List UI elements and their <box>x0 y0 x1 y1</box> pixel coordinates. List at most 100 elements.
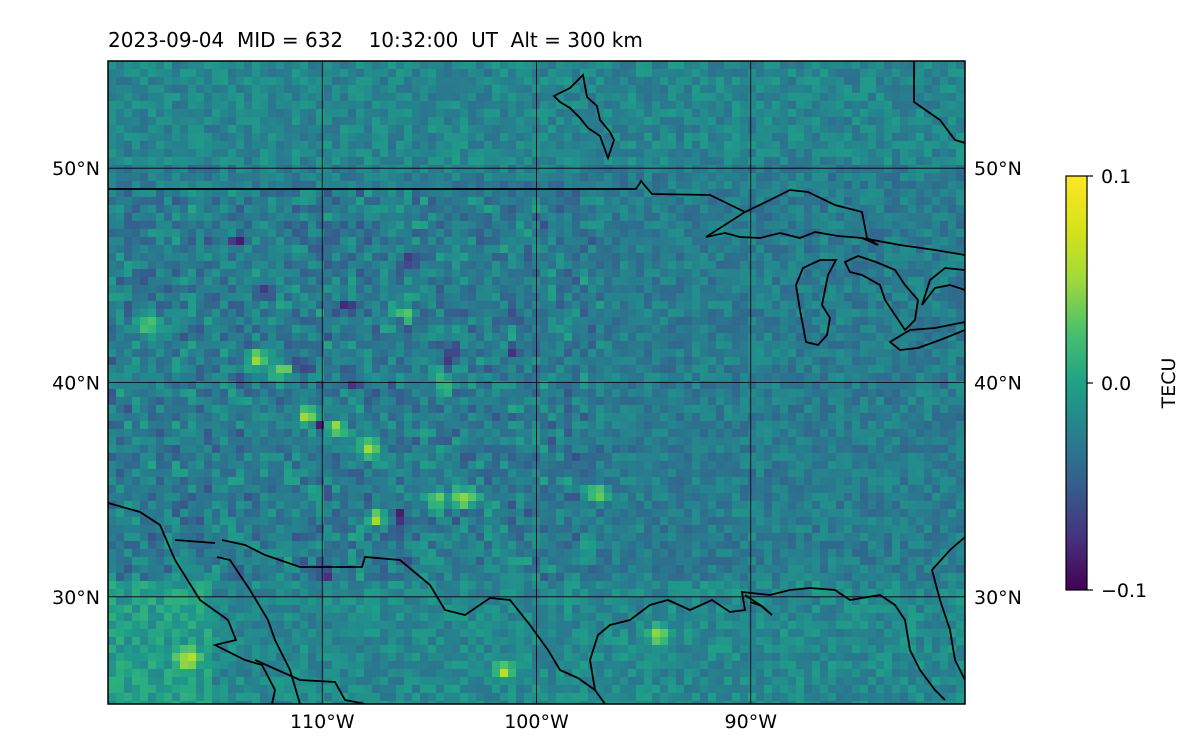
tec-cell <box>220 373 229 382</box>
tec-cell <box>132 429 141 438</box>
tec-cell <box>876 405 885 414</box>
tec-cell <box>444 141 453 150</box>
tec-cell <box>860 189 869 198</box>
tec-cell <box>380 117 389 126</box>
tec-cell <box>780 397 789 406</box>
tec-cell <box>852 237 861 246</box>
tec-cell <box>108 261 117 270</box>
tec-cell <box>652 389 661 398</box>
tec-cell <box>924 189 933 198</box>
tec-cell <box>756 325 765 334</box>
tec-cell <box>516 317 525 326</box>
tec-cell <box>908 405 917 414</box>
tec-cell <box>236 325 245 334</box>
tec-cell <box>340 101 349 110</box>
tec-cell <box>364 173 373 182</box>
tec-cell <box>716 245 725 254</box>
tec-cell <box>180 229 189 238</box>
tec-cell <box>956 293 965 302</box>
tec-cell <box>468 317 477 326</box>
tec-cell <box>580 309 589 318</box>
tec-cell <box>500 373 509 382</box>
tec-cell <box>324 237 333 246</box>
tec-cell <box>108 237 117 246</box>
tec-cell <box>324 69 333 78</box>
tec-cell <box>548 85 557 94</box>
tec-cell <box>116 333 125 342</box>
tec-cell <box>124 117 133 126</box>
tec-cell <box>604 229 613 238</box>
tec-cell <box>396 333 405 342</box>
tec-cell <box>748 397 757 406</box>
tec-cell <box>356 189 365 198</box>
tec-cell <box>476 61 485 70</box>
tec-cell <box>748 133 757 142</box>
tec-cell <box>668 69 677 78</box>
tec-cell <box>108 357 117 366</box>
tec-cell <box>228 109 237 118</box>
tec-cell <box>796 77 805 86</box>
tec-cell <box>764 165 773 174</box>
tec-cell <box>172 253 181 262</box>
tec-cell <box>940 317 949 326</box>
tec-cell <box>836 165 845 174</box>
tec-cell <box>420 245 429 254</box>
tec-cell <box>724 261 733 270</box>
tec-cell <box>852 317 861 326</box>
tec-cell <box>492 325 501 334</box>
tec-cell <box>116 229 125 238</box>
tec-cell <box>444 277 453 286</box>
tec-cell <box>884 85 893 94</box>
tec-cell <box>284 205 293 214</box>
tec-cell <box>796 333 805 342</box>
tec-cell <box>156 77 165 86</box>
tec-cell <box>292 365 301 374</box>
tec-cell <box>684 189 693 198</box>
tec-cell <box>652 269 661 278</box>
tec-cell <box>220 245 229 254</box>
tec-cell <box>812 77 821 86</box>
tec-cell <box>228 69 237 78</box>
tec-cell <box>660 125 669 134</box>
tec-cell <box>196 397 205 406</box>
tec-cell <box>604 117 613 126</box>
tec-cell <box>780 277 789 286</box>
tec-cell <box>660 109 669 118</box>
tec-cell <box>668 357 677 366</box>
tec-cell <box>636 381 645 390</box>
tec-cell <box>468 213 477 222</box>
tec-cell <box>420 141 429 150</box>
tec-cell <box>724 173 733 182</box>
tec-cell <box>700 325 709 334</box>
tec-cell <box>620 349 629 358</box>
tec-cell <box>764 245 773 254</box>
tec-cell <box>172 181 181 190</box>
tec-cell <box>740 421 749 430</box>
tec-cell <box>844 373 853 382</box>
tec-cell <box>468 261 477 270</box>
tec-cell <box>516 229 525 238</box>
tec-cell <box>588 93 597 102</box>
tec-cell <box>644 101 653 110</box>
tec-cell <box>348 181 357 190</box>
tec-cell <box>108 365 117 374</box>
tec-cell <box>284 285 293 294</box>
tec-cell <box>348 85 357 94</box>
tec-cell <box>468 109 477 118</box>
tec-cell <box>564 389 573 398</box>
tec-cell <box>756 421 765 430</box>
tec-cell <box>156 413 165 422</box>
tec-cell <box>276 309 285 318</box>
tec-cell <box>156 333 165 342</box>
tec-cell <box>340 285 349 294</box>
tec-cell <box>284 421 293 430</box>
tec-cell <box>284 181 293 190</box>
tec-cell <box>380 293 389 302</box>
tec-cell <box>284 165 293 174</box>
tec-cell <box>116 69 125 78</box>
tec-cell <box>228 173 237 182</box>
tec-cell <box>516 165 525 174</box>
tec-cell <box>588 237 597 246</box>
tec-cell <box>564 405 573 414</box>
tec-cell <box>812 325 821 334</box>
